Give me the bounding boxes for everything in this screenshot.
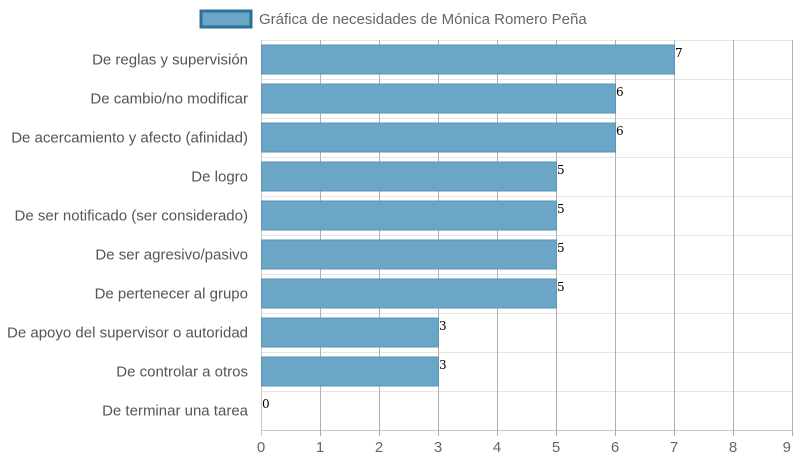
category-label: De cambio/no modificar <box>90 91 248 108</box>
data-label: 5 <box>557 202 565 216</box>
x-tick-label: 0 <box>257 439 265 456</box>
x-tick-label: 1 <box>316 439 324 456</box>
x-tick-label: 6 <box>611 439 619 456</box>
x-tick-label: 8 <box>729 439 737 456</box>
x-tick-label: 2 <box>375 439 383 456</box>
data-label: 3 <box>439 319 447 333</box>
data-label: 5 <box>557 163 565 177</box>
x-axis-ticks: 0 1 2 3 4 5 6 7 8 9 <box>257 439 791 456</box>
data-label: 5 <box>557 280 565 294</box>
bar[interactable] <box>261 278 557 309</box>
bar[interactable] <box>261 317 439 348</box>
legend-label: Gráfica de necesidades de Mónica Romero … <box>259 11 587 28</box>
legend[interactable]: Gráfica de necesidades de Mónica Romero … <box>199 9 587 29</box>
data-label: 5 <box>557 241 565 255</box>
bar[interactable] <box>261 239 557 270</box>
category-label: De acercamiento y afecto (afinidad) <box>11 130 248 147</box>
x-tick-label: 7 <box>670 439 678 456</box>
category-label: De apoyo del supervisor o autoridad <box>7 325 248 342</box>
x-tick-label: 9 <box>783 439 791 456</box>
data-label: 3 <box>439 358 447 372</box>
category-label: De logro <box>191 169 248 186</box>
bar[interactable] <box>261 122 616 153</box>
bars: 7 6 6 5 5 5 5 3 3 0 <box>261 44 683 411</box>
x-tick-label: 4 <box>493 439 501 456</box>
category-label: De pertenecer al grupo <box>95 286 248 303</box>
bar[interactable] <box>261 161 557 192</box>
bar[interactable] <box>261 83 616 114</box>
category-label: De terminar una tarea <box>102 403 249 420</box>
bar[interactable] <box>261 44 675 75</box>
legend-swatch <box>199 9 253 29</box>
bar[interactable] <box>261 356 439 387</box>
x-tick-label: 5 <box>552 439 560 456</box>
data-label: 7 <box>675 46 683 60</box>
data-label: 6 <box>616 85 624 99</box>
category-label: De controlar a otros <box>116 364 248 381</box>
category-label: De reglas y supervisión <box>92 52 248 69</box>
x-tick-label: 3 <box>434 439 442 456</box>
category-label: De ser agresivo/pasivo <box>95 247 248 264</box>
category-label: De ser notificado (ser considerado) <box>15 208 248 225</box>
bar[interactable] <box>261 200 557 231</box>
data-label: 0 <box>262 397 270 411</box>
category-labels: De reglas y supervisión De cambio/no modi… <box>7 52 249 420</box>
data-label: 6 <box>616 124 624 138</box>
